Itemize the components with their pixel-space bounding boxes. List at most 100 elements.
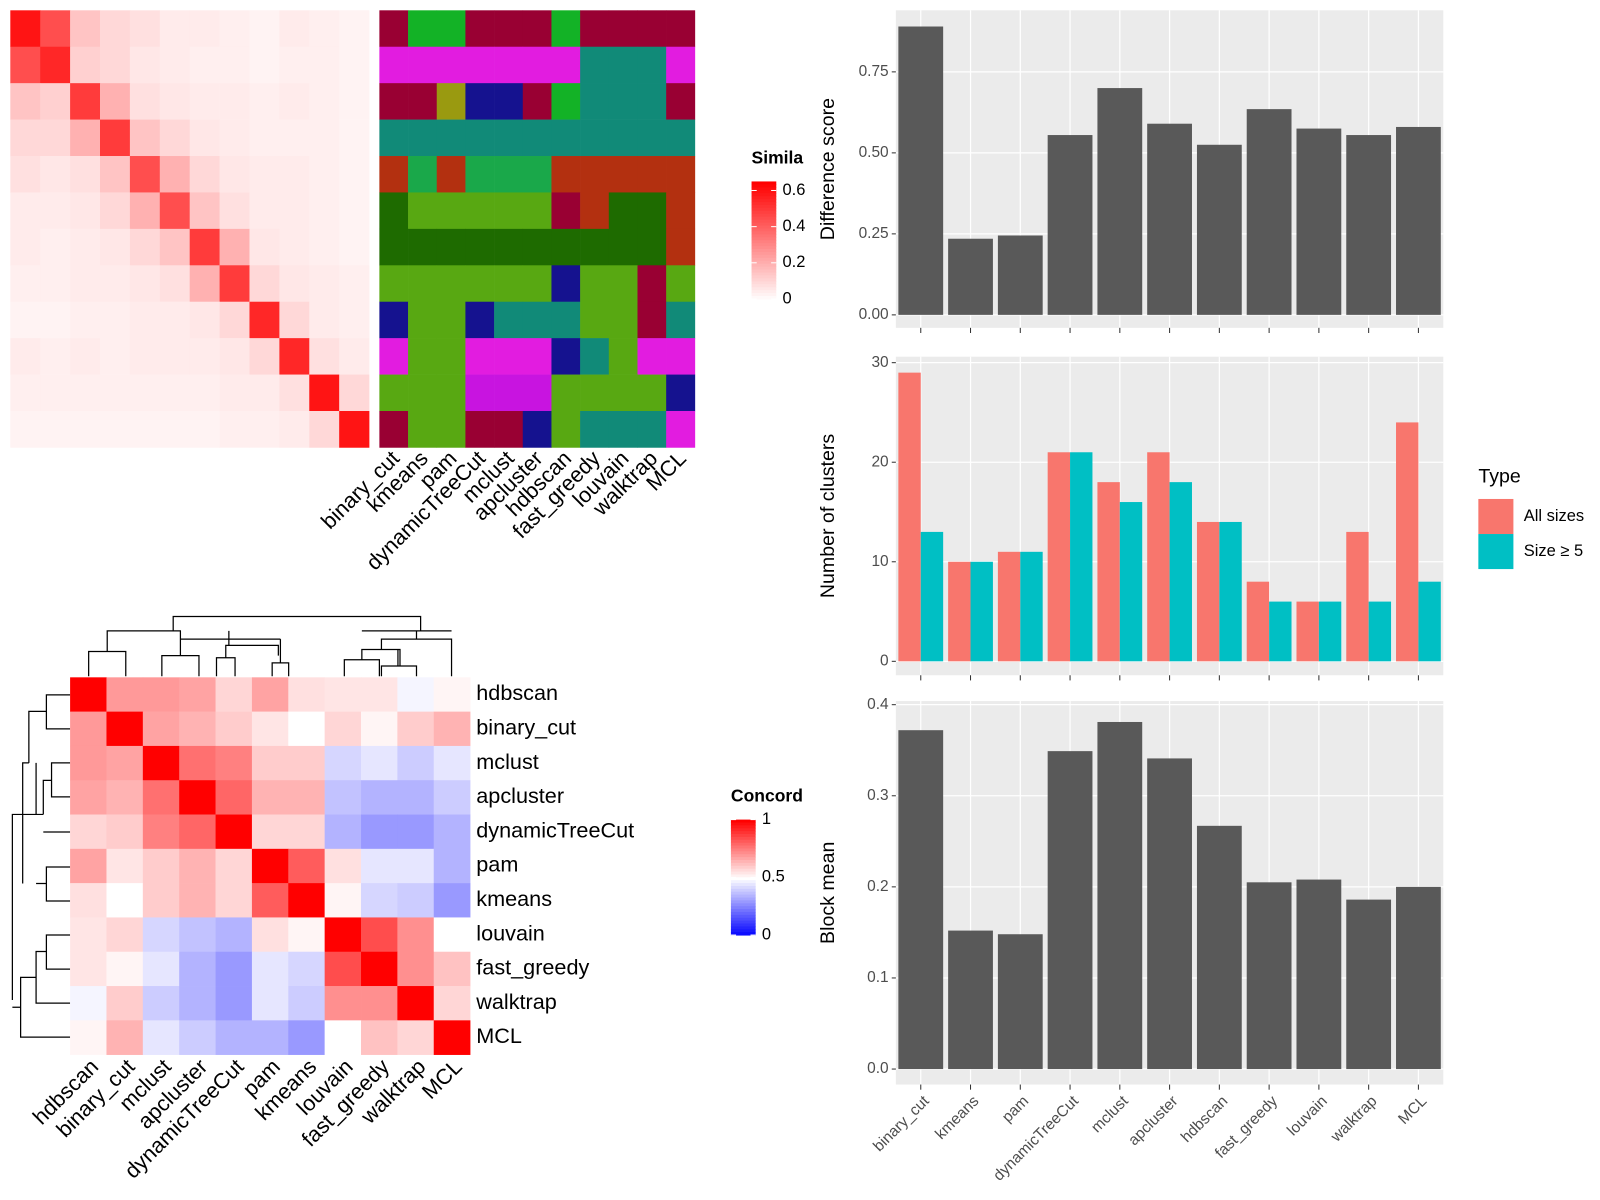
colorbar-step [730,888,756,893]
cluster-tile [379,410,409,448]
heatmap-cell [189,265,220,303]
cluster-tile [465,83,495,120]
y-tick-label: 0.50 [859,144,889,161]
heatmap-cell [179,848,216,884]
bar [948,238,993,315]
cluster-tile [408,265,438,303]
heatmap-cell [70,745,107,781]
heatmap-cell [279,374,310,412]
heatmap-cell [100,83,131,120]
y-tick-label: 10 [871,553,888,570]
heatmap-cell [142,917,180,953]
heatmap-cell [70,119,101,157]
heatmap-cell [339,338,370,375]
heatmap-cell [40,10,71,48]
colorbar-step [751,202,777,206]
heatmap-cell [70,83,101,120]
heatmap-cell [309,119,340,157]
heatmap-cell [324,951,362,987]
heatmap-cell [100,228,131,266]
colorbar-step [730,897,756,901]
heatmap-cell [100,119,131,157]
cluster-tile [465,10,495,48]
cluster-tile [637,338,667,375]
heatmap-cell [189,338,220,375]
heatmap-cell [215,814,253,850]
y-tick-label: 30 [871,354,888,371]
heatmap-cell [179,986,216,1021]
cluster-tile [580,338,610,375]
heatmap-cell [339,265,370,303]
cluster-tile [666,83,696,120]
heatmap-cell [100,265,131,303]
row-label: louvain [476,920,545,945]
cluster-tile [522,265,552,303]
colorbar-step [751,225,777,229]
heatmap-cell [324,1020,362,1055]
colorbar-step [751,251,777,256]
colorbar-step [730,885,756,890]
heatmap-cell [279,83,310,120]
colorbar-step [751,269,777,274]
colorbar-step [730,891,756,896]
cluster-tile [551,301,581,339]
heatmap-cell [361,883,398,918]
cluster-tile [551,10,581,48]
cluster-tile [637,83,667,120]
heatmap-cell [142,883,180,918]
heatmap-cell [309,301,340,339]
heatmap-cell [106,917,144,953]
colorbar-step [730,839,756,844]
heatmap-cell [215,780,253,815]
heatmap-cell [361,951,398,987]
heatmap-cell [10,301,41,339]
cluster-tile [522,10,552,48]
row-label: kmeans [476,886,552,911]
cluster-tile [580,10,610,48]
heatmap-cell [106,814,144,850]
colorbar-label: 0 [782,289,791,307]
bar [1047,452,1071,662]
bar [1047,751,1093,1070]
heatmap-cell [159,410,190,448]
colorbar-step [730,836,756,841]
x-tick-label: walktrap [1327,1093,1380,1146]
bar [970,561,993,662]
heatmap-cell [249,46,280,84]
cluster-tile [408,10,438,48]
heatmap-cell [10,338,41,375]
cluster-tile [637,265,667,303]
heatmap-cell [433,677,471,712]
heatmap-cell [361,1020,398,1055]
heatmap-cell [215,951,253,987]
heatmap-cell [339,83,370,120]
colorbar-step [730,851,756,855]
cluster-tile [408,338,438,375]
bar [1246,109,1292,315]
x-tick-label: louvain [1284,1093,1331,1140]
heatmap-cell [106,883,144,918]
colorbar-step [751,257,777,262]
cluster-tile [580,192,610,230]
heatmap-cell [215,986,253,1021]
bar [920,531,944,662]
bar [1396,422,1419,662]
cluster-tile [522,374,552,412]
colorbar-step [751,207,777,212]
cluster-tile [580,410,610,448]
cluster-tile [551,228,581,266]
heatmap-cell [100,374,131,412]
bar [898,26,944,315]
colorbar-step [751,231,777,235]
heatmap-cell [106,677,144,712]
heatmap-cell [397,745,435,781]
y-tick-label: 0.4 [867,696,889,713]
heatmap-cell [70,156,101,193]
bar [1296,879,1342,1070]
cluster-tile [494,119,524,157]
cluster-tile [637,301,667,339]
heatmap-cell [361,986,398,1021]
bar [1246,581,1270,662]
cluster-tile [465,228,495,266]
